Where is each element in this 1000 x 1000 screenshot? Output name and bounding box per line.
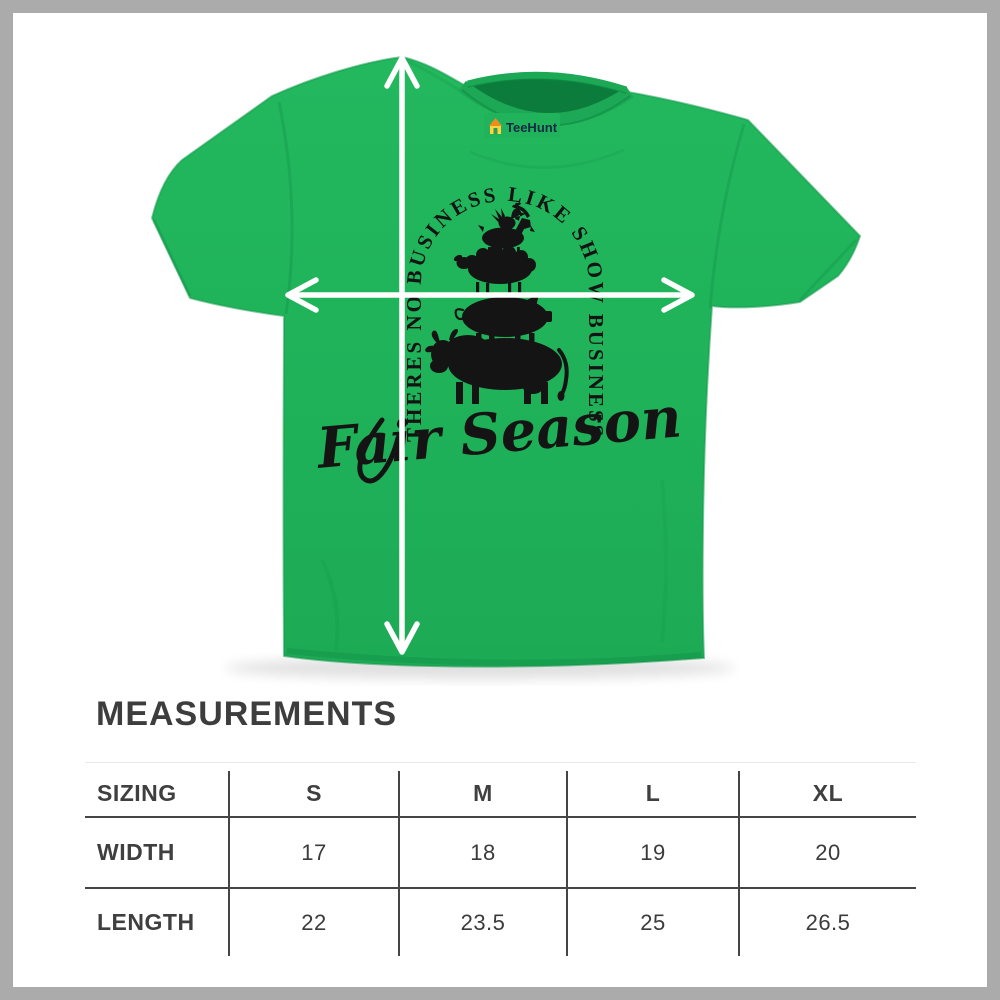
header-cell-l: L [568,771,740,818]
row-label-length: LENGTH [85,889,230,956]
size-table: SIZING S M L XL WIDTH 17 18 19 20 LENGTH… [85,762,916,956]
width-arrow-icon [285,277,695,313]
width-l: 19 [568,818,740,889]
fabric-creases [152,58,858,666]
measurements-heading: MEASUREMENTS [96,695,398,733]
size-table-header-row: SIZING S M L XL [85,771,916,818]
cow-icon [425,329,569,404]
header-cell-m: M [400,771,568,818]
width-xl: 20 [740,818,916,889]
header-cell-s: S [230,771,400,818]
tshirt-product-image: TeeHunt THERES NO BUSINESS LIKE SHOW BUS… [150,55,862,679]
header-cell-sizing: SIZING [85,771,230,818]
sheep-icon [453,245,536,296]
length-xl: 26.5 [805,909,851,935]
table-row-length: LENGTH 22 23.5 25 26.5 [85,889,916,956]
width-s: 17 [230,818,400,889]
brand-label: TeeHunt [484,113,560,138]
brand-label-text: TeeHunt [506,120,558,135]
measurement-arrows [285,55,695,655]
length-s: 22 [230,889,400,956]
chicken-icon [491,202,526,234]
length-arrow-icon [384,55,420,655]
width-m: 18 [400,818,568,889]
animal-stack-icon [425,202,569,404]
length-l: 25 [568,889,740,956]
length-m: 23.5 [400,889,568,956]
goat-icon [478,205,535,259]
header-cell-xl: XL [740,771,916,818]
pig-icon [454,294,552,345]
table-row-width: WIDTH 17 18 19 20 [85,818,916,889]
teehunt-logo-icon [489,118,502,134]
row-label-width: WIDTH [85,818,230,889]
